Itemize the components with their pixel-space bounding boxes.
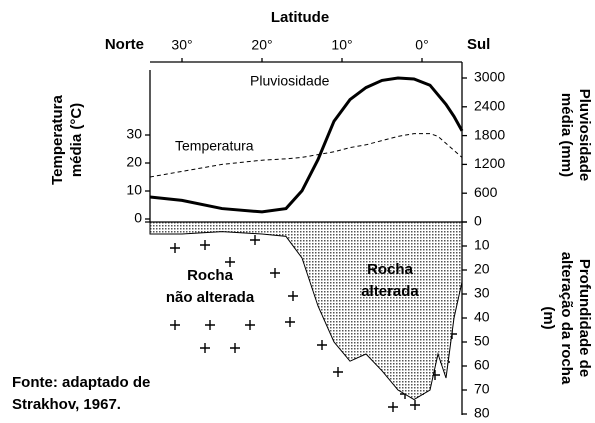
annotation: Rocha bbox=[367, 261, 414, 278]
y-tick-label: 0 bbox=[134, 210, 142, 226]
y3-tick-label: 80 bbox=[474, 405, 490, 421]
y-tick-label: 20 bbox=[126, 154, 142, 170]
x-axis-title: Latitude bbox=[271, 9, 329, 26]
y3-axis-title: (m) bbox=[540, 306, 557, 329]
x-end-label: Norte bbox=[105, 36, 144, 53]
y-tick-label: 30 bbox=[126, 126, 142, 142]
y2-tick-label: 2400 bbox=[474, 98, 505, 114]
weathering-depth-area bbox=[150, 222, 462, 400]
y2-tick-label: 3000 bbox=[474, 69, 505, 85]
y2-tick-label: 1200 bbox=[474, 155, 505, 171]
y3-tick-label: 50 bbox=[474, 333, 490, 349]
y2-tick-label: 600 bbox=[474, 184, 498, 200]
page: {"chart_data": { "type": "line", "xlabel… bbox=[0, 0, 595, 423]
x-tick-label: 0° bbox=[415, 37, 428, 53]
y-tick-label: 10 bbox=[126, 182, 142, 198]
series-label: Temperatura bbox=[175, 138, 254, 154]
y2-axis-title: Pluviosidade bbox=[576, 89, 593, 182]
y2-tick-label: 0 bbox=[474, 213, 482, 229]
y-axis-title: Temperatura bbox=[49, 94, 66, 184]
chart: 30° 20° 10° 0° 0 10 20 30 0 600 1200 1800 2400 3000 10… bbox=[0, 0, 595, 423]
y3-tick-label: 70 bbox=[474, 381, 490, 397]
x-end-label: Sul bbox=[467, 36, 490, 53]
x-tick-label: 10° bbox=[331, 37, 352, 53]
y3-tick-label: 20 bbox=[474, 261, 490, 277]
y2-tick-label: 1800 bbox=[474, 126, 505, 142]
annotation: Rocha bbox=[187, 267, 234, 284]
y3-tick-label: 10 bbox=[474, 237, 490, 253]
source-note: Strakhov, 1967. bbox=[12, 396, 121, 413]
y3-tick-label: 60 bbox=[474, 357, 490, 373]
annotation: alterada bbox=[361, 283, 419, 300]
y-axis-title: média (°C) bbox=[68, 103, 85, 177]
x-tick-label: 30° bbox=[171, 37, 192, 53]
source-note: Fonte: adaptado de bbox=[12, 374, 150, 391]
annotation: não alterada bbox=[166, 289, 255, 306]
y2-axis-title: média (mm) bbox=[558, 93, 575, 177]
y3-axis-title: alteração da rocha bbox=[558, 252, 575, 385]
x-tick-label: 20° bbox=[251, 37, 272, 53]
series-label: Pluviosidade bbox=[250, 73, 330, 89]
y3-tick-label: 40 bbox=[474, 309, 490, 325]
y3-tick-label: 30 bbox=[474, 285, 490, 301]
y3-axis-title: Profundidade de bbox=[576, 259, 593, 377]
